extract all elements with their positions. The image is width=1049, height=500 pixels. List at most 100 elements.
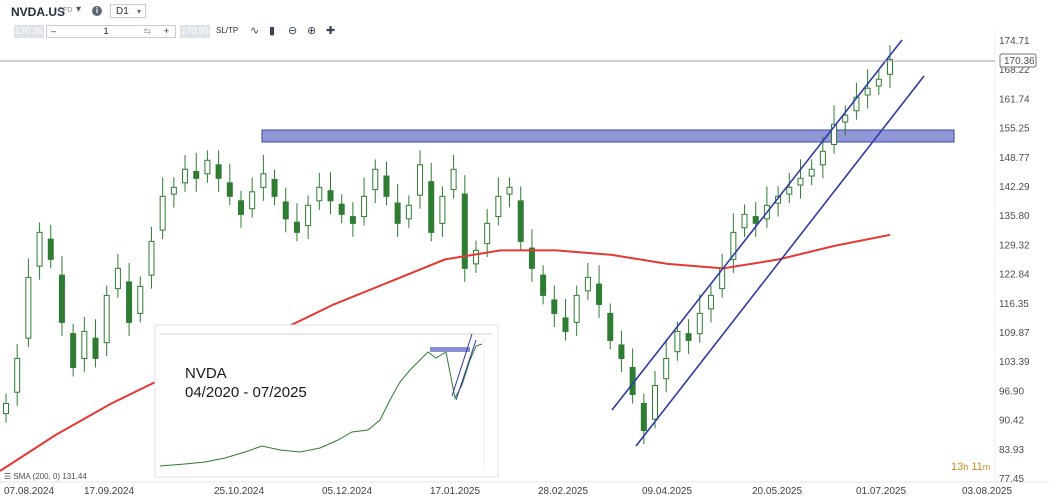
candle-body: [316, 186, 323, 202]
candle-body: [204, 159, 211, 175]
candle-body: [170, 186, 177, 195]
candle-body: [831, 123, 838, 146]
candle-body: [685, 333, 692, 341]
inset-resistance-zone: [430, 347, 470, 352]
quantity-value[interactable]: 1: [103, 26, 109, 36]
date-tick-label: 01.07.2025: [856, 486, 906, 497]
candle-body: [394, 202, 401, 224]
candle-body: [428, 181, 435, 233]
candle-body: [573, 294, 580, 323]
candle-body: [528, 247, 535, 269]
candle-body: [70, 333, 77, 368]
buy-price-button[interactable]: 170.90: [180, 25, 210, 38]
candle-body: [495, 195, 502, 218]
crosshair-icon[interactable]: ✚: [326, 25, 336, 37]
candles-icon[interactable]: ▮: [269, 25, 276, 37]
inset-title: NVDA: [185, 365, 227, 382]
current-price-tag: 170.36: [999, 53, 1037, 68]
candle-body: [842, 114, 849, 123]
price-tick-label: 142.29: [999, 182, 1030, 193]
price-tag-text: 170.36: [1004, 56, 1035, 67]
plus-icon[interactable]: +: [163, 26, 169, 36]
symbol-type-badge: CFD: [58, 7, 73, 14]
price-tick-label: 161.74: [999, 94, 1030, 105]
candle-body: [461, 193, 468, 269]
candle-body: [372, 168, 379, 191]
candle-body: [305, 204, 312, 227]
candle-body: [551, 299, 558, 314]
candle-body: [640, 402, 647, 431]
swap-icon[interactable]: ⇆: [143, 26, 151, 36]
line-chart-icon[interactable]: ∿: [250, 25, 260, 37]
timer-minutes: 11: [971, 461, 983, 473]
candle-body: [383, 175, 390, 197]
date-tick-label: 28.02.2025: [538, 486, 588, 497]
settings-icon[interactable]: ☰: [4, 472, 12, 481]
zoom-out-icon[interactable]: ⊖: [288, 25, 298, 37]
candle-body: [596, 283, 603, 305]
candle-body: [775, 195, 782, 204]
candle-body: [864, 87, 871, 96]
resistance-zone[interactable]: [261, 129, 955, 143]
sell-price-button[interactable]: 170.36: [14, 25, 44, 38]
candle-body: [663, 357, 670, 380]
price-tick-label: 96.90: [999, 386, 1024, 397]
order-toolbar: 170.36 – 1 ⇆ + 170.90 SL/TP ∿ ▮ ⊖ ⊕ ✚: [0, 22, 1049, 42]
candle-body: [293, 221, 300, 233]
channel-lower-line[interactable]: [635, 75, 925, 447]
timeframe-select[interactable]: D1 ▾: [110, 4, 146, 18]
candle-body: [696, 312, 703, 335]
candle-body: [607, 312, 614, 341]
candle-body: [58, 274, 65, 323]
sma-legend[interactable]: ☰ SMA (200, 0) 131.44: [4, 472, 87, 481]
chevron-down-icon: ▾: [136, 7, 141, 16]
candle-body: [237, 200, 244, 215]
minus-icon[interactable]: –: [51, 26, 57, 36]
candle-body: [193, 171, 200, 179]
candle-body: [797, 177, 804, 186]
candle-body: [875, 78, 882, 87]
time-axis: 07.08.2024 17.09.2024 25.10.2024 05.12.2024…: [4, 486, 1012, 497]
price-tick-label: 83.93: [999, 445, 1024, 456]
date-tick-label: 05.12.2024: [322, 486, 372, 497]
candle-body: [887, 59, 893, 75]
date-tick-label: 17.01.2025: [430, 486, 480, 497]
candle-body: [92, 337, 99, 359]
candle-body: [3, 402, 9, 415]
price-tick-label: 148.77: [999, 153, 1030, 164]
symbol-dropdown-icon[interactable]: ▾: [76, 4, 82, 15]
price-tick-label: 155.25: [999, 124, 1030, 135]
candle-body: [81, 330, 88, 359]
quantity-stepper[interactable]: – 1 ⇆ +: [46, 25, 176, 38]
timeframe-value: D1: [116, 6, 129, 17]
candle-body: [450, 168, 457, 191]
candle-body: [741, 213, 748, 229]
candle-body: [517, 200, 524, 242]
sma-200-line: [0, 233, 891, 472]
instrument-toolbar: NVDA.US CFD ▾ i D1 ▾: [0, 0, 1049, 22]
candle-body: [271, 178, 278, 197]
candle-body: [584, 276, 591, 292]
candle-body: [618, 344, 625, 359]
candle-body: [361, 195, 368, 218]
inset-channel-upper: [451, 333, 473, 397]
candle-body: [417, 164, 424, 196]
candle-body: [819, 150, 826, 166]
candle-body: [439, 195, 446, 224]
candle-body: [405, 204, 412, 220]
candle-body: [260, 173, 267, 188]
sltp-button[interactable]: SL/TP: [216, 26, 239, 35]
zoom-in-icon[interactable]: ⊕: [307, 25, 317, 37]
candle-body: [752, 216, 759, 224]
candle-body: [652, 384, 659, 420]
symbol-name[interactable]: NVDA.US: [11, 5, 66, 19]
info-icon[interactable]: i: [92, 6, 102, 16]
candle-body: [472, 249, 479, 265]
timer-hours-unit: h: [963, 462, 969, 472]
candle-body: [226, 182, 233, 197]
channel-upper-line[interactable]: [611, 39, 903, 411]
candle-body: [327, 190, 334, 202]
candle-body: [182, 168, 189, 184]
inset-chart: [154, 324, 499, 478]
